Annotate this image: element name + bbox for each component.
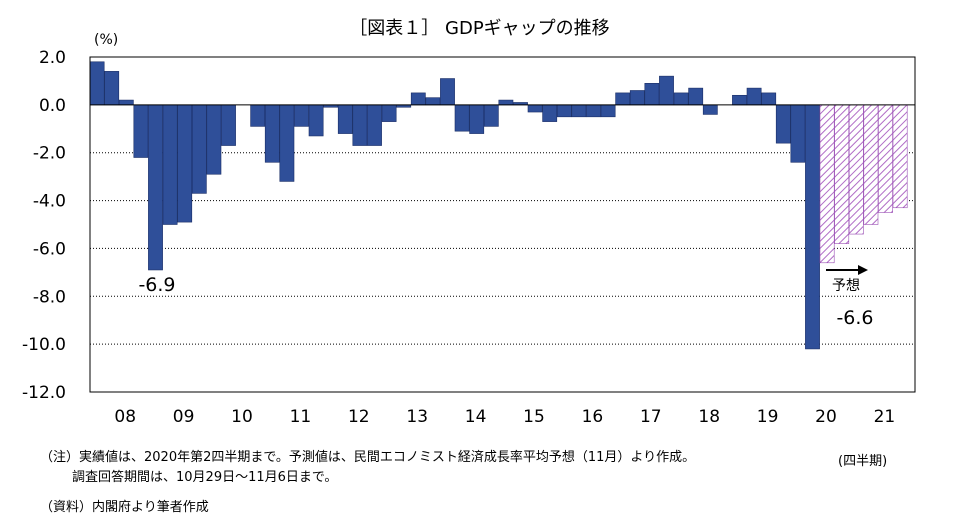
x-tick-label: 08: [114, 407, 136, 427]
bar-actual: [571, 104, 587, 118]
y-tick-label: -2.0: [33, 144, 66, 164]
bar-actual: [586, 104, 601, 118]
x-tick-label: 09: [173, 407, 195, 427]
bar-actual: [279, 104, 295, 182]
bar-actual: [790, 104, 806, 163]
x-tick-label: 14: [465, 407, 487, 427]
bar-actual: [89, 61, 105, 106]
x-tick-label: 11: [290, 407, 312, 427]
y-axis-ticks: 2.0 0.0 -2.0 -4.0 -6.0 -8.0 -10.0 -12.0: [22, 48, 66, 403]
note-line-2: 調査回答期間は、10月29日～11月6日まで。: [72, 470, 338, 485]
bar-forecast: [878, 104, 893, 213]
bar-actual: [250, 104, 266, 127]
y-tick-label: -10.0: [22, 335, 66, 355]
bar-actual: [440, 78, 455, 106]
bar-actual: [746, 87, 762, 106]
annotation-forecast-label: 予想: [832, 278, 860, 294]
bar-forecast: [848, 104, 864, 235]
bar-actual: [761, 92, 777, 106]
bar-actual: [600, 104, 616, 118]
bar-actual: [337, 104, 353, 134]
bar-forecast: [892, 104, 908, 209]
bar-actual: [775, 104, 791, 144]
x-tick-label: 12: [348, 407, 370, 427]
bar-actual: [133, 104, 149, 158]
y-tick-label: 0.0: [39, 96, 66, 116]
bar-actual: [615, 92, 631, 106]
note-line-1: （注）実績値は、2020年第2四半期まで。予測値は、民間エコノミスト経済成長率平…: [40, 450, 696, 465]
bar-actual: [805, 104, 820, 350]
y-tick-label: -8.0: [33, 287, 66, 307]
bar-actual: [483, 104, 499, 127]
x-tick-label: 15: [523, 407, 545, 427]
bar-actual: [410, 92, 426, 106]
y-unit-label: (%): [94, 32, 119, 48]
grid-lines: [90, 152, 915, 345]
source-note: （資料）内閣府より筆者作成: [40, 500, 209, 515]
period-label: (四半期): [838, 454, 888, 469]
x-tick-label: 21: [874, 407, 896, 427]
bar-actual: [221, 104, 236, 146]
bar-actual: [659, 75, 674, 106]
bar-actual: [206, 104, 222, 175]
bar-actual: [104, 71, 120, 106]
bar-forecast: [819, 104, 835, 264]
bar-actual: [118, 99, 134, 106]
x-tick-label: 19: [757, 407, 779, 427]
x-tick-label: 18: [698, 407, 720, 427]
bar-actual: [688, 87, 704, 106]
bar-actual: [191, 104, 207, 194]
bar-actual: [162, 104, 178, 225]
bar-actual: [425, 97, 441, 106]
bar-actual: [498, 99, 514, 106]
bar-forecast: [863, 104, 879, 225]
y-tick-label: -6.0: [33, 239, 66, 259]
chart-title: ［図表１］ GDPギャップの推移: [349, 18, 610, 39]
y-tick-label: 2.0: [39, 48, 66, 68]
bar-forecast: [834, 104, 850, 244]
x-axis-ticks: 08 09 10 11 12 13 14 15 16 17 18 19 20 21: [114, 407, 895, 427]
x-tick-label: 17: [640, 407, 662, 427]
x-tick-label: 13: [406, 407, 428, 427]
bar-actual: [644, 83, 660, 106]
x-tick-label: 20: [815, 407, 837, 427]
bar-actual: [308, 104, 324, 137]
bar-actual: [732, 94, 747, 106]
bar-actual: [294, 104, 309, 127]
bar-actual: [367, 104, 382, 146]
annotations: -6.9 -6.6 予想: [138, 265, 874, 329]
plot-frame: [89, 56, 916, 393]
bar-actual: [352, 104, 368, 146]
forecast-arrow-head: [858, 265, 868, 275]
annotation-forecast-value: -6.6: [836, 307, 873, 329]
bar-actual: [381, 104, 397, 122]
y-tick-label: -12.0: [22, 383, 66, 403]
bar-actual: [264, 104, 280, 163]
y-tick-label: -4.0: [33, 192, 66, 212]
bar-actual: [177, 104, 193, 223]
bar-actual: [556, 104, 572, 118]
x-tick-label: 10: [231, 407, 253, 427]
x-tick-label: 16: [582, 407, 604, 427]
bar-actual: [148, 104, 163, 271]
bar-actual: [542, 104, 558, 122]
bar-actual: [454, 104, 470, 132]
bar-actual: [527, 104, 543, 113]
bar-actual: [469, 104, 485, 134]
bar-actual: [673, 92, 689, 106]
bar-actual: [629, 90, 645, 106]
bar-actual: [702, 104, 718, 115]
annotation-min-2009: -6.9: [138, 274, 175, 296]
